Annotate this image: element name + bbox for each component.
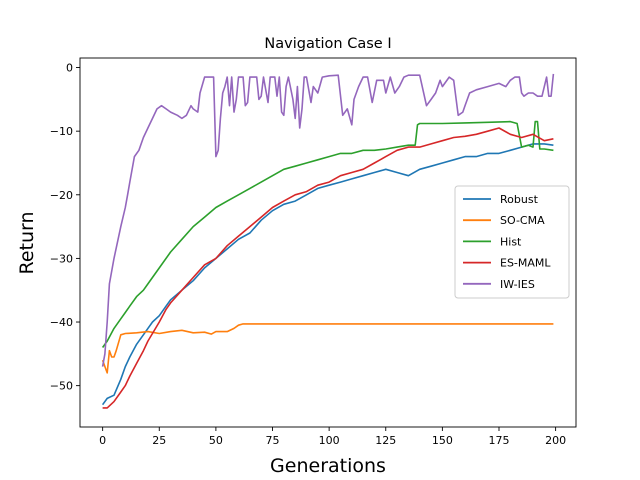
y-tick-label: −10 xyxy=(50,125,73,138)
x-tick-label: 150 xyxy=(432,434,453,447)
x-tick-label: 50 xyxy=(209,434,223,447)
x-axis-ticks: 0 25 50 75 100 125 150 175 200 xyxy=(99,427,566,447)
legend-label: ES-MAML xyxy=(500,257,551,270)
x-tick-label: 125 xyxy=(375,434,396,447)
series-line-hist xyxy=(101,120,554,348)
legend-label: SO-CMA xyxy=(500,214,545,227)
y-tick-label: −20 xyxy=(50,189,73,202)
y-tick-label: −40 xyxy=(50,316,73,329)
x-tick-label: 0 xyxy=(99,434,106,447)
series-line-es-maml xyxy=(102,127,554,409)
plot-area: 0 25 50 75 100 125 150 175 200 0 −10 −20 −30 −40 −50 xyxy=(50,57,577,447)
legend-box xyxy=(454,185,570,299)
series-line-robust xyxy=(101,143,554,406)
series-line-so-cma xyxy=(101,323,554,374)
plot-frame xyxy=(79,57,577,428)
x-tick-label: 100 xyxy=(319,434,340,447)
series-line-iw-ies xyxy=(101,73,555,367)
x-axis-label: Generations xyxy=(270,455,386,477)
legend-label: IW-IES xyxy=(500,278,535,291)
series-lines xyxy=(101,73,555,409)
y-tick-label: 0 xyxy=(66,62,73,75)
x-tick-label: 75 xyxy=(266,434,280,447)
legend: Robust SO-CMA Hist ES-MAML IW-IES xyxy=(454,185,570,299)
legend-label: Robust xyxy=(500,193,539,206)
x-tick-label: 175 xyxy=(488,434,509,447)
legend-label: Hist xyxy=(500,235,522,248)
y-axis-label: Return xyxy=(16,211,38,274)
x-tick-label: 200 xyxy=(545,434,566,447)
chart-title: Navigation Case I xyxy=(264,36,391,52)
x-tick-label: 25 xyxy=(152,434,166,447)
y-tick-label: −50 xyxy=(50,380,73,393)
y-tick-label: −30 xyxy=(50,252,73,265)
y-axis-ticks: 0 −10 −20 −30 −40 −50 xyxy=(50,62,80,393)
